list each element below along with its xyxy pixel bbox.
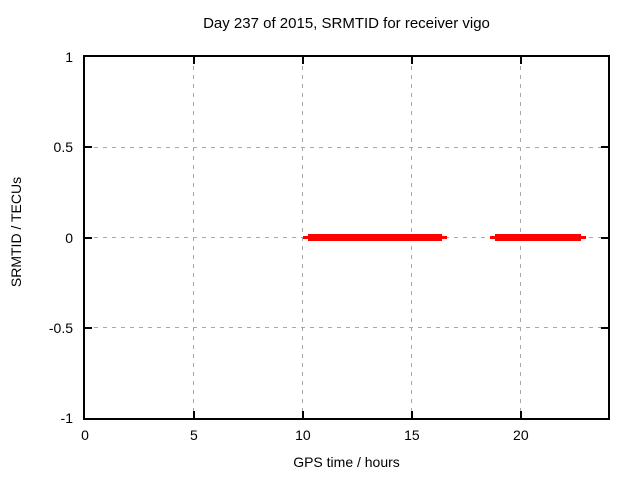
y-tick-label: 0 [65, 229, 73, 246]
x-tick-label: 0 [81, 427, 89, 443]
x-tick-mark-top [519, 57, 522, 64]
x-tick-mark-top [192, 57, 195, 64]
y-tick-label: 1 [65, 49, 73, 65]
y-tick-mark-right [601, 326, 608, 329]
x-tick-label: 5 [190, 427, 198, 443]
y-tick-mark-left [85, 326, 92, 329]
series-segment [307, 234, 442, 241]
y-tick-mark-right [601, 146, 608, 149]
h-gridline [85, 146, 608, 148]
y-tick-mark-left [85, 236, 92, 239]
x-tick-label: 10 [295, 427, 311, 443]
y-tick-mark-right [601, 236, 608, 239]
y-tick-mark-left [85, 146, 92, 149]
x-tick-label: 20 [513, 427, 529, 443]
x-tick-mark-top [301, 57, 304, 64]
y-tick-label: -1 [60, 410, 73, 426]
chart-title: Day 237 of 2015, SRMTID for receiver vig… [203, 15, 490, 32]
x-tick-label: 15 [404, 427, 420, 443]
x-axis-label: GPS time / hours [293, 454, 400, 470]
x-tick-mark-bottom [301, 411, 304, 418]
x-tick-mark-bottom [519, 411, 522, 418]
y-tick-label: 0.5 [53, 139, 73, 156]
y-tick-label: -0.5 [48, 319, 73, 336]
x-tick-mark-top [410, 57, 413, 64]
x-tick-mark-bottom [410, 411, 413, 418]
x-tick-mark-bottom [192, 411, 195, 418]
series-segment [495, 234, 582, 241]
h-gridline [85, 327, 608, 329]
plot-area [85, 57, 608, 418]
